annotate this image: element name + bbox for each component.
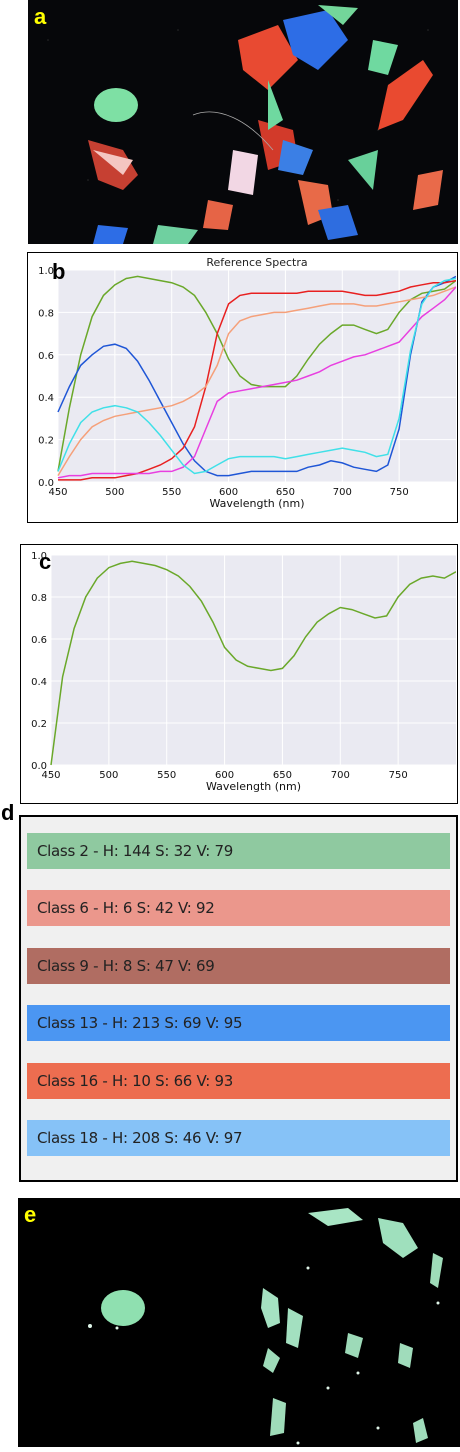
class-item[interactable]: Class 13 - H: 213 S: 69 V: 95 [27, 1005, 450, 1041]
x-tick-label: 650 [273, 770, 292, 781]
class-label: Class 6 - H: 6 S: 42 V: 92 [37, 899, 215, 917]
y-tick-label: 0.4 [31, 677, 47, 688]
panel-c-chart: 450 500 550 600 650 700 750 0.0 0.2 0.4 0.6 0.8 1.0 W… [20, 544, 458, 804]
panel-letter-e: e [24, 1202, 37, 1227]
panel-a-photo: a [28, 0, 458, 244]
panel-letter-c: c [39, 549, 52, 574]
panel-letter-a: a [34, 4, 47, 29]
series-line-1 [57, 275, 457, 477]
x-tick-label: 550 [162, 487, 181, 498]
x-tick-label: 700 [331, 770, 350, 781]
y-tick-label: 0.6 [31, 635, 47, 646]
panel-d-class-list: Class 2 - H: 144 S: 32 V: 79 Class 6 - H… [19, 815, 458, 1182]
chart-title: Reference Spectra [206, 256, 307, 269]
y-tick-label: 1.0 [31, 551, 47, 562]
y-tick-label: 0.0 [31, 761, 47, 772]
x-tick-label: 600 [219, 487, 238, 498]
class-item[interactable]: Class 18 - H: 208 S: 46 V: 97 [27, 1120, 450, 1156]
series-line-4 [57, 286, 457, 479]
plot-area [51, 555, 456, 765]
x-tick-label: 600 [215, 770, 234, 781]
class-label: Class 18 - H: 208 S: 46 V: 97 [37, 1129, 243, 1147]
class-item[interactable]: Class 16 - H: 10 S: 66 V: 93 [27, 1063, 450, 1099]
x-tick-label: 700 [333, 487, 352, 498]
panel-letter-d: d [1, 800, 15, 825]
y-tick-label: 0.0 [38, 478, 54, 489]
x-axis-label: Wavelength (nm) [206, 780, 301, 793]
y-tick-label: 1.0 [38, 266, 54, 277]
series-line-5 [57, 277, 457, 475]
class-label: Class 2 - H: 144 S: 32 V: 79 [37, 842, 233, 860]
series-line-0 [57, 275, 457, 472]
x-tick-label: 500 [105, 487, 124, 498]
y-tick-label: 0.6 [38, 351, 54, 362]
x-axis-label: Wavelength (nm) [209, 497, 304, 510]
x-tick-label: 450 [48, 487, 67, 498]
x-tick-label: 500 [99, 770, 118, 781]
y-tick-label: 0.8 [31, 593, 47, 604]
class-label: Class 16 - H: 10 S: 66 V: 93 [37, 1072, 233, 1090]
class-item[interactable]: Class 2 - H: 144 S: 32 V: 79 [27, 833, 450, 869]
single-spectrum-chart: 450 500 550 600 650 700 750 0.0 0.2 0.4 0.6 0.8 1.0 W… [31, 551, 457, 793]
x-tick-label: 750 [390, 487, 409, 498]
panel-e-mask: e [18, 1198, 460, 1447]
class-item[interactable]: Class 9 - H: 8 S: 47 V: 69 [27, 948, 450, 984]
y-tick-label: 0.8 [38, 308, 54, 319]
panel-letter-b: b [52, 259, 66, 284]
fiber-photo [28, 0, 458, 244]
reference-spectra-chart: 450 500 550 600 650 700 750 0.0 0.2 0.4 0.6 0.8 1.0 W… [38, 256, 457, 510]
y-tick-label: 0.2 [31, 719, 47, 730]
x-tick-label: 550 [157, 770, 176, 781]
series-line-0 [50, 560, 457, 766]
panel-b-chart: 450 500 550 600 650 700 750 0.0 0.2 0.4 0.6 0.8 1.0 W… [27, 252, 458, 523]
y-tick-label: 0.2 [38, 436, 54, 447]
segmentation-mask-image [18, 1198, 460, 1447]
class-item[interactable]: Class 6 - H: 6 S: 42 V: 92 [27, 890, 450, 926]
x-tick-label: 450 [41, 770, 60, 781]
series-line-3 [57, 286, 457, 476]
class-label: Class 9 - H: 8 S: 47 V: 69 [37, 957, 215, 975]
x-tick-label: 750 [389, 770, 408, 781]
class-label: Class 13 - H: 213 S: 69 V: 95 [37, 1014, 243, 1032]
x-tick-label: 650 [276, 487, 295, 498]
series-line-2 [58, 279, 457, 481]
y-tick-label: 0.4 [38, 393, 54, 404]
